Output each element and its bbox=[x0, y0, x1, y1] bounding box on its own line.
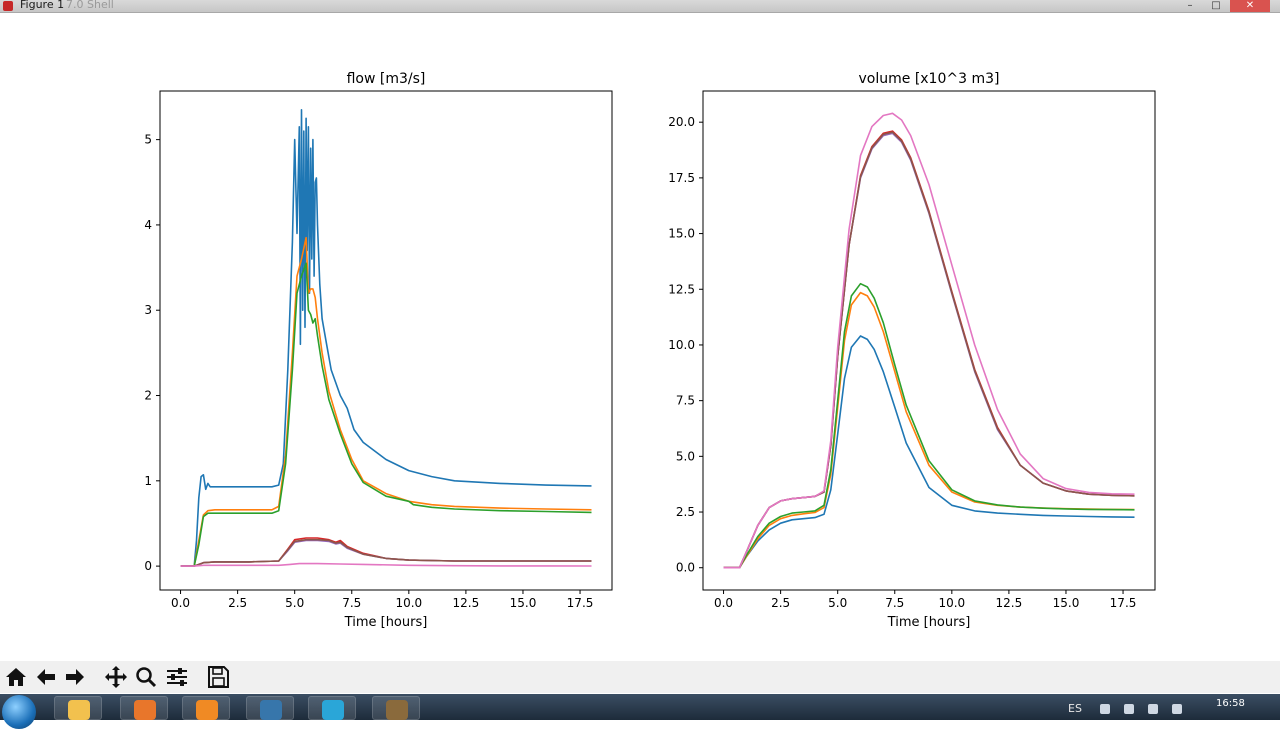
close-button[interactable]: ✕ bbox=[1230, 0, 1270, 12]
x-tick-label: 12.5 bbox=[996, 596, 1023, 610]
back-button[interactable] bbox=[33, 665, 59, 689]
x-tick-label: 17.5 bbox=[1110, 596, 1137, 610]
file-explorer-task[interactable] bbox=[54, 696, 102, 720]
x-tick-label: 10.0 bbox=[938, 596, 965, 610]
pan-button[interactable] bbox=[103, 665, 129, 689]
y-tick-label: 0.0 bbox=[676, 561, 695, 575]
navigation-toolbar bbox=[0, 661, 1280, 693]
background-window-title: 7.0 Shell bbox=[66, 0, 114, 11]
minimize-button[interactable]: – bbox=[1187, 0, 1193, 11]
axes-1: 0.0 2.5 5.0 7.5 10.0 12.5 15.0 17.5 0 1 2 3 4 5 flow [… bbox=[144, 71, 613, 630]
x-tick-label: 2.5 bbox=[771, 596, 790, 610]
y-tick-label: 7.5 bbox=[676, 394, 695, 408]
y-tick-label: 20.0 bbox=[668, 115, 695, 129]
taskbar-clock[interactable]: 16:58 bbox=[1216, 698, 1245, 709]
x-tick-label: 5.0 bbox=[285, 596, 304, 610]
app-icon bbox=[3, 1, 13, 11]
series-line-7 bbox=[180, 562, 592, 567]
maximize-button[interactable]: □ bbox=[1211, 0, 1221, 11]
firefox-task[interactable] bbox=[120, 696, 168, 720]
save-button[interactable] bbox=[205, 665, 231, 689]
language-indicator[interactable]: ES bbox=[1068, 702, 1082, 715]
y-tick-label: 1 bbox=[144, 474, 152, 488]
play-icon bbox=[196, 700, 218, 720]
series-group bbox=[180, 109, 592, 567]
forward-button[interactable] bbox=[62, 665, 88, 689]
arrow-left-icon bbox=[37, 669, 55, 685]
y-tick-label: 4 bbox=[144, 218, 152, 232]
python-task[interactable] bbox=[246, 696, 294, 720]
x-tick-label: 2.5 bbox=[228, 596, 247, 610]
x-tick-label: 0.0 bbox=[171, 596, 190, 610]
zoom-button[interactable] bbox=[133, 665, 159, 689]
axes-2: 0.0 2.5 5.0 7.5 10.0 12.5 15.0 17.5 0.0 2.5 5.0 7.5… bbox=[668, 71, 1156, 630]
y-tick-label: 3 bbox=[144, 303, 152, 317]
move-icon bbox=[105, 666, 127, 688]
series-line-2 bbox=[723, 291, 1135, 569]
chart-title: volume [x10^3 m3] bbox=[859, 71, 1000, 87]
tray-expand-icon[interactable] bbox=[1100, 704, 1110, 714]
x-tick-label: 10.0 bbox=[395, 596, 422, 610]
series-line-6 bbox=[723, 131, 1135, 569]
x-tick-label: 0.0 bbox=[714, 596, 733, 610]
y-tick-label: 0 bbox=[144, 559, 152, 573]
x-tick-label: 12.5 bbox=[453, 596, 480, 610]
series-line-6 bbox=[180, 538, 592, 567]
y-tick-label: 17.5 bbox=[668, 171, 695, 185]
window-titlebar: Figure 1 7.0 Shell – □ ✕ bbox=[0, 0, 1280, 13]
home-icon bbox=[6, 668, 26, 686]
figure-canvas: 0.0 2.5 5.0 7.5 10.0 12.5 15.0 17.5 0 1 2 3 4 5 flow [… bbox=[144, 71, 1156, 630]
configure-subplots-button[interactable] bbox=[164, 665, 190, 689]
python-icon bbox=[260, 700, 282, 720]
magnifier-icon bbox=[136, 667, 157, 688]
arrow-right-icon bbox=[66, 669, 84, 685]
app-icon bbox=[322, 700, 344, 720]
series-line-1 bbox=[723, 335, 1135, 569]
x-axis-label: Time [hours] bbox=[344, 615, 428, 630]
x-tick-label: 7.5 bbox=[342, 596, 361, 610]
y-tick-label: 5.0 bbox=[676, 449, 695, 463]
start-button[interactable] bbox=[2, 695, 36, 729]
home-button[interactable] bbox=[3, 665, 29, 689]
gimp-icon bbox=[386, 700, 408, 720]
app-task[interactable] bbox=[308, 696, 356, 720]
axes-frame bbox=[702, 90, 1156, 591]
floppy-disk-icon bbox=[208, 666, 229, 688]
series-line-1 bbox=[180, 109, 592, 567]
window-title: Figure 1 bbox=[20, 0, 65, 11]
series-line-4 bbox=[723, 130, 1135, 569]
y-tick-label: 15.0 bbox=[668, 227, 695, 241]
sliders-icon bbox=[167, 668, 187, 686]
series-line-7 bbox=[723, 112, 1135, 569]
x-axis-label: Time [hours] bbox=[887, 615, 971, 630]
action-center-icon[interactable] bbox=[1172, 704, 1182, 714]
firefox-icon bbox=[134, 700, 156, 720]
x-tick-label: 5.0 bbox=[828, 596, 847, 610]
series-line-2 bbox=[180, 236, 592, 567]
volume-icon[interactable] bbox=[1148, 704, 1158, 714]
chart-title: flow [m3/s] bbox=[347, 71, 426, 87]
x-tick-label: 7.5 bbox=[885, 596, 904, 610]
network-icon[interactable] bbox=[1124, 704, 1134, 714]
y-tick-label: 5 bbox=[144, 133, 152, 147]
series-line-3 bbox=[723, 282, 1135, 569]
axes-frame bbox=[159, 90, 613, 591]
y-tick-label: 12.5 bbox=[668, 282, 695, 296]
gimp-task[interactable] bbox=[372, 696, 420, 720]
folder-icon bbox=[68, 700, 90, 720]
y-tick-label: 2.5 bbox=[676, 505, 695, 519]
x-tick-label: 15.0 bbox=[1053, 596, 1080, 610]
y-tick-label: 2 bbox=[144, 389, 152, 403]
windows-taskbar: ES 16:58 bbox=[0, 694, 1280, 729]
x-tick-label: 15.0 bbox=[510, 596, 537, 610]
series-line-5 bbox=[723, 132, 1135, 569]
y-tick-label: 10.0 bbox=[668, 338, 695, 352]
series-group bbox=[723, 112, 1135, 569]
media-player-task[interactable] bbox=[182, 696, 230, 720]
series-line-3 bbox=[180, 262, 592, 567]
x-tick-label: 17.5 bbox=[567, 596, 594, 610]
